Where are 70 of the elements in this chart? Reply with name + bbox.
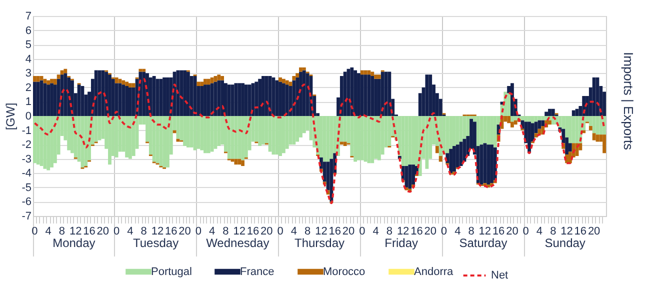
y-tick-label: 5 (25, 39, 32, 52)
x-tick-label: 16 (492, 226, 505, 238)
y-tick-label: 3 (25, 68, 32, 80)
text: Monday (52, 236, 96, 250)
text: Saturday (459, 236, 508, 250)
y-tick-label: 4 (25, 53, 32, 66)
y-tick-label: 0 (25, 110, 32, 122)
x-tick-label: 0 (195, 226, 202, 238)
x-tick-label: 8 (550, 226, 556, 238)
x-tick-label: 4 (127, 226, 134, 238)
x-tick-label: 16 (410, 226, 423, 238)
legend-label: Andorra (414, 266, 454, 278)
legend-label: Net (491, 270, 508, 282)
x-tick-label: 0 (359, 226, 366, 238)
x-tick-label: 8 (140, 226, 147, 238)
x-tick-label: 0 (277, 226, 284, 238)
x-tick-label: 12 (233, 226, 246, 238)
x-tick-label: 20 (178, 226, 191, 238)
legend-label: Morocco (323, 266, 366, 278)
x-tick-label: 16 (83, 226, 96, 238)
y-tick-label: -4 (22, 168, 32, 180)
x-tick-label: 16 (246, 226, 260, 238)
x-tick-label: 12 (151, 226, 164, 238)
y-tick-label: 1 (25, 96, 32, 108)
x-tick-label: 4 (209, 226, 216, 238)
x-tick-label: 4 (45, 226, 52, 238)
y2-axis-title: Imports | Exports (621, 52, 636, 151)
x-tick-label: 8 (222, 226, 229, 238)
x-tick-label: 20 (96, 226, 110, 238)
text: Thursday (294, 236, 345, 250)
legend-label: France (240, 266, 274, 278)
x-tick-label: 4 (454, 226, 461, 238)
x-tick-label: 8 (468, 226, 474, 238)
x-tick-label: 16 (165, 226, 178, 238)
x-tick-label: 8 (386, 226, 392, 238)
y-tick-label: -3 (22, 153, 32, 166)
y-tick-label: -2 (22, 139, 32, 152)
x-tick-label: 20 (260, 226, 273, 238)
x-tick-label: 20 (506, 226, 518, 238)
x-tick-label: 0 (522, 226, 529, 238)
text: Friday (384, 236, 418, 250)
y-tick-label: 7 (25, 10, 32, 22)
text: Wednesday (206, 236, 270, 250)
y-tick-label: -7 (22, 210, 32, 222)
x-tick-label: 0 (440, 226, 448, 238)
x-tick-label: 4 (372, 226, 379, 238)
y-tick-label: -5 (22, 182, 32, 194)
x-tick-label: 4 (536, 226, 543, 238)
x-tick-label: 16 (328, 226, 341, 238)
x-tick-label: 12 (315, 226, 328, 238)
x-tick-label: 12 (560, 226, 573, 238)
x-tick-label: 12 (478, 226, 492, 238)
text: Tuesday (132, 236, 179, 250)
x-tick-label: 8 (304, 226, 311, 238)
x-tick-label: 20 (342, 226, 355, 238)
legend-label: Portugal (151, 266, 192, 278)
y-tick-label: -6 (22, 196, 32, 208)
x-tick-label: 4 (290, 226, 297, 238)
y-tick-label: 6 (25, 24, 32, 37)
x-tick-label: 20 (424, 226, 436, 238)
x-tick-label: 20 (588, 226, 600, 238)
y-tick-label: -1 (22, 124, 32, 137)
y-tick-label: 2 (25, 82, 32, 94)
x-tick-label: 12 (70, 226, 82, 238)
x-tick-label: 16 (574, 226, 587, 238)
text: Sunday (544, 236, 586, 250)
x-tick-label: 12 (396, 226, 410, 238)
x-tick-label: 8 (58, 226, 66, 238)
y-axis-title: [GW] (4, 102, 18, 130)
x-tick-label: 0 (114, 226, 120, 238)
